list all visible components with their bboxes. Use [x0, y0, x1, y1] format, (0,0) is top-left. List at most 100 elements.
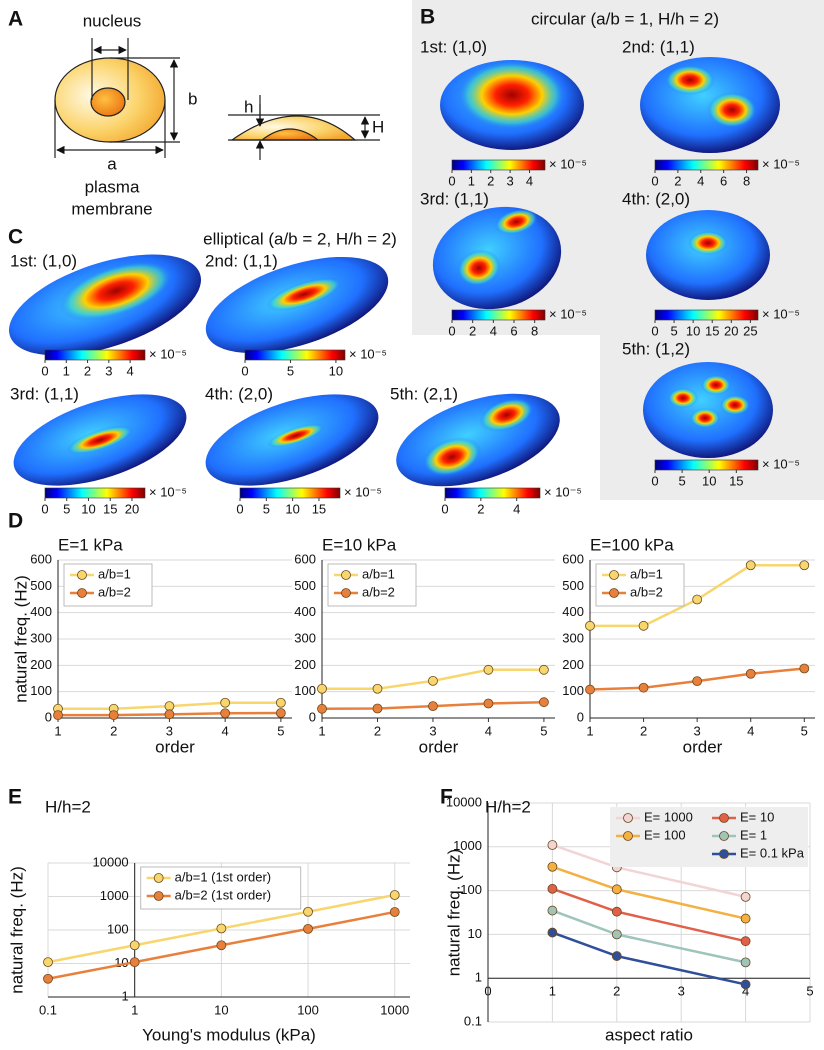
legend-marker [77, 570, 87, 580]
label: b [188, 89, 197, 108]
y-tick-label: 100 [562, 683, 584, 698]
colorbar [444, 487, 541, 499]
y-tick-label: 0.1 [464, 1013, 482, 1028]
x-tick-label: 1 [318, 723, 325, 738]
data-point [799, 663, 810, 674]
y-tick-label: 600 [294, 551, 316, 566]
label: membrane [71, 199, 152, 218]
y-tick-label: 100 [30, 683, 52, 698]
colorbar [244, 349, 346, 361]
colorbar-tick-label: 2 [469, 323, 476, 338]
chart-title: E=100 kPa [590, 535, 674, 554]
x-axis-label: aspect ratio [605, 1025, 693, 1044]
x-axis-label: Young's modulus (kPa) [142, 1025, 316, 1044]
colorbar-tick-label: 5 [670, 323, 677, 338]
data-point [43, 973, 53, 984]
x-tick-label: 2 [613, 984, 620, 999]
x-tick-label: 1 [586, 723, 593, 738]
legend-box [610, 807, 808, 867]
mode-label: 3rd: (1,1) [10, 384, 79, 403]
y-tick-label: 10000 [93, 854, 129, 869]
legend-marker [609, 588, 619, 598]
data-point [303, 906, 313, 917]
y-tick-label: 1000 [453, 838, 482, 853]
colorbar-tick-label: 4 [697, 173, 704, 188]
panel-letter: D [8, 510, 23, 533]
data-point [547, 883, 558, 894]
colorbar [654, 159, 759, 171]
data-point [483, 698, 494, 709]
colorbar-scale: × 10⁻⁵ [149, 484, 187, 499]
colorbar-tick-label: 0 [651, 323, 658, 338]
mode-shape [9, 254, 201, 356]
colorbar-scale: × 10⁻⁵ [344, 484, 382, 499]
label: H [372, 117, 384, 136]
colorbar [654, 459, 759, 471]
data-point [539, 664, 549, 675]
colorbar-tick-label: 10 [702, 473, 716, 488]
data-point [164, 709, 175, 720]
colorbar-tick-label: 0 [448, 173, 455, 188]
mode-shape [646, 210, 770, 300]
colorbar-tick-label: 15 [312, 501, 326, 516]
colorbar-tick-label: 2 [477, 501, 484, 516]
x-tick-label: 4 [222, 723, 229, 738]
data-point [483, 664, 494, 675]
data-point [547, 905, 558, 916]
hot-spot [701, 375, 731, 395]
x-tick-label: 5 [540, 723, 547, 738]
colorbar-tick-label: 25 [743, 323, 757, 338]
legend-label: E= 100 [644, 827, 686, 842]
colorbar-tick-label: 3 [507, 173, 514, 188]
chart-subtitle: H/h=2 [45, 797, 91, 816]
colorbar-tick-label: 4 [513, 501, 520, 516]
data-point [692, 676, 703, 687]
colorbar-tick-label: 6 [510, 323, 517, 338]
mode-shape [440, 60, 584, 150]
colorbar-tick-label: 0 [441, 501, 448, 516]
panel-letter: B [420, 6, 435, 29]
label: a [107, 154, 117, 173]
mode-shape [205, 394, 379, 486]
colorbar-tick-label: 10 [329, 363, 343, 378]
y-tick-label: 0 [309, 709, 316, 724]
colorbar-tick-label: 15 [729, 473, 743, 488]
mode-label: 1st: (1,0) [10, 251, 77, 270]
x-tick-label: 10 [214, 1002, 228, 1017]
data-point [428, 675, 438, 686]
panel-title: circular (a/b = 1, H/h = 2) [531, 9, 719, 28]
legend-box [595, 563, 685, 607]
data-point [740, 936, 751, 947]
colorbar-tick-label: 2 [84, 363, 91, 378]
colorbar-tick-label: 15 [705, 323, 719, 338]
legend-label: a/b=2 [362, 584, 395, 599]
x-tick-label: 0.1 [39, 1002, 57, 1017]
y-tick-label: 400 [562, 604, 584, 619]
colorbar-tick-label: 4 [126, 363, 133, 378]
legend-label: a/b=1 [630, 566, 663, 581]
y-axis-label: natural freq. (Hz) [11, 575, 30, 703]
panel-letter: A [8, 8, 23, 31]
legend-marker [153, 873, 164, 883]
colorbar-tick-label: 5 [263, 501, 270, 516]
mode-label: 2nd: (1,1) [622, 37, 695, 56]
data-point [547, 861, 558, 872]
data-point [740, 913, 751, 924]
hot-spot [688, 231, 728, 255]
data-point [216, 923, 227, 934]
mode-label: 3rd: (1,1) [420, 189, 489, 208]
colorbar-scale: × 10⁻⁵ [349, 346, 387, 361]
mode-shape [396, 393, 560, 487]
legend-label: E= 1 [740, 827, 767, 842]
colorbar [44, 349, 146, 361]
hot-spot [479, 398, 534, 432]
data-point [539, 697, 549, 708]
x-tick-label: 4 [742, 984, 749, 999]
y-tick-label: 500 [562, 578, 584, 593]
y-tick-label: 400 [30, 604, 52, 619]
label: h [244, 97, 253, 116]
data-point [638, 682, 649, 693]
hot-spot [265, 277, 343, 312]
data-point [164, 701, 175, 712]
